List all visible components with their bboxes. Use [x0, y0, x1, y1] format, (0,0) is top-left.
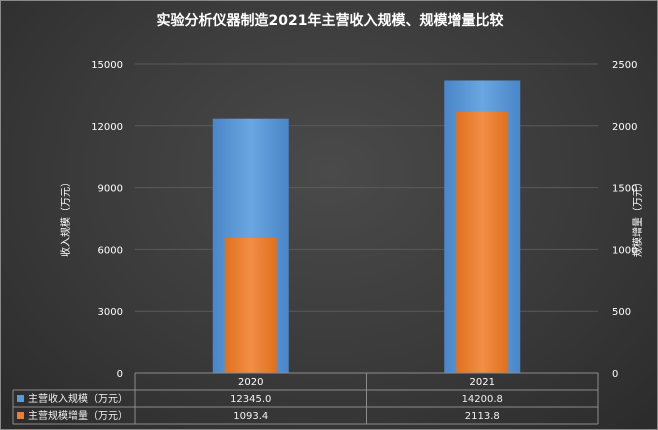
- right-tick-label: 1500: [612, 184, 637, 195]
- left-tick-label: 15000: [91, 60, 123, 71]
- right-tick-label: 500: [612, 307, 631, 318]
- data-table-value: 2113.8: [465, 411, 500, 422]
- right-axis-title: 规模增量（万元）: [631, 177, 644, 257]
- data-table: 2020 2021 主营收入规模（万元） 12345.0 14200.8 主营规模增量（万…: [12, 372, 599, 425]
- right-tick-label: 2000: [612, 122, 637, 133]
- right-tick-label: 1000: [612, 245, 637, 256]
- right-tick-label: 2500: [612, 60, 637, 71]
- data-table-value: 1093.4: [233, 411, 268, 422]
- legend-swatch: [17, 395, 24, 402]
- left-tick-label: 6000: [98, 245, 123, 256]
- category-label: 2021: [470, 377, 495, 388]
- axes: 0 3000 6000 9000 12000 15000 0 500 1000 1500 2000 2…: [91, 60, 637, 380]
- left-axis-title: 收入规模（万元）: [59, 177, 72, 257]
- bars: [212, 80, 521, 374]
- right-tick-label: 0: [612, 369, 618, 380]
- data-table-value: 12345.0: [230, 394, 271, 405]
- gridlines: [135, 63, 598, 312]
- left-tick-label: 9000: [98, 184, 123, 195]
- bar-increment-2021: [456, 111, 509, 374]
- category-label: 2020: [238, 377, 263, 388]
- legend-label: 主营规模增量（万元）: [28, 409, 128, 422]
- chart-title: 实验分析仪器制造2021年主营收入规模、规模增量比较: [157, 12, 504, 29]
- legend-swatch: [17, 412, 24, 419]
- data-table-value: 14200.8: [462, 394, 503, 405]
- bar-increment-2020: [224, 237, 277, 373]
- left-tick-label: 3000: [98, 307, 123, 318]
- left-tick-label: 0: [117, 369, 123, 380]
- left-tick-label: 12000: [91, 122, 123, 133]
- legend-label: 主营收入规模（万元）: [28, 392, 128, 405]
